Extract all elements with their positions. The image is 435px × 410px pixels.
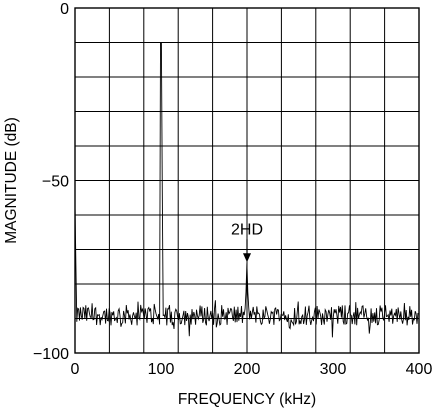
x-tick-label: 100 — [148, 361, 175, 378]
y-tick-label: −50 — [42, 174, 69, 191]
annotation-2hd-arrow — [243, 239, 251, 263]
plot-frame — [74, 7, 420, 354]
x-tick-label: 400 — [406, 361, 433, 378]
arrow-head — [243, 253, 251, 263]
y-tick-label: 0 — [60, 1, 69, 18]
tick-labels: 0 100 200 300 400 0 −50 −100 — [33, 1, 432, 378]
x-axis-label: FREQUENCY (kHz) — [178, 391, 316, 408]
x-tick-label: 200 — [234, 361, 261, 378]
chart-grid — [75, 8, 419, 353]
spectrum-trace — [74, 42, 419, 338]
y-axis-label: MAGNITUDE (dB) — [3, 117, 20, 244]
y-tick-label: −100 — [33, 346, 69, 363]
annotation-2hd-label: 2HD — [231, 221, 263, 238]
x-tick-label: 0 — [71, 361, 80, 378]
x-tick-label: 300 — [320, 361, 347, 378]
